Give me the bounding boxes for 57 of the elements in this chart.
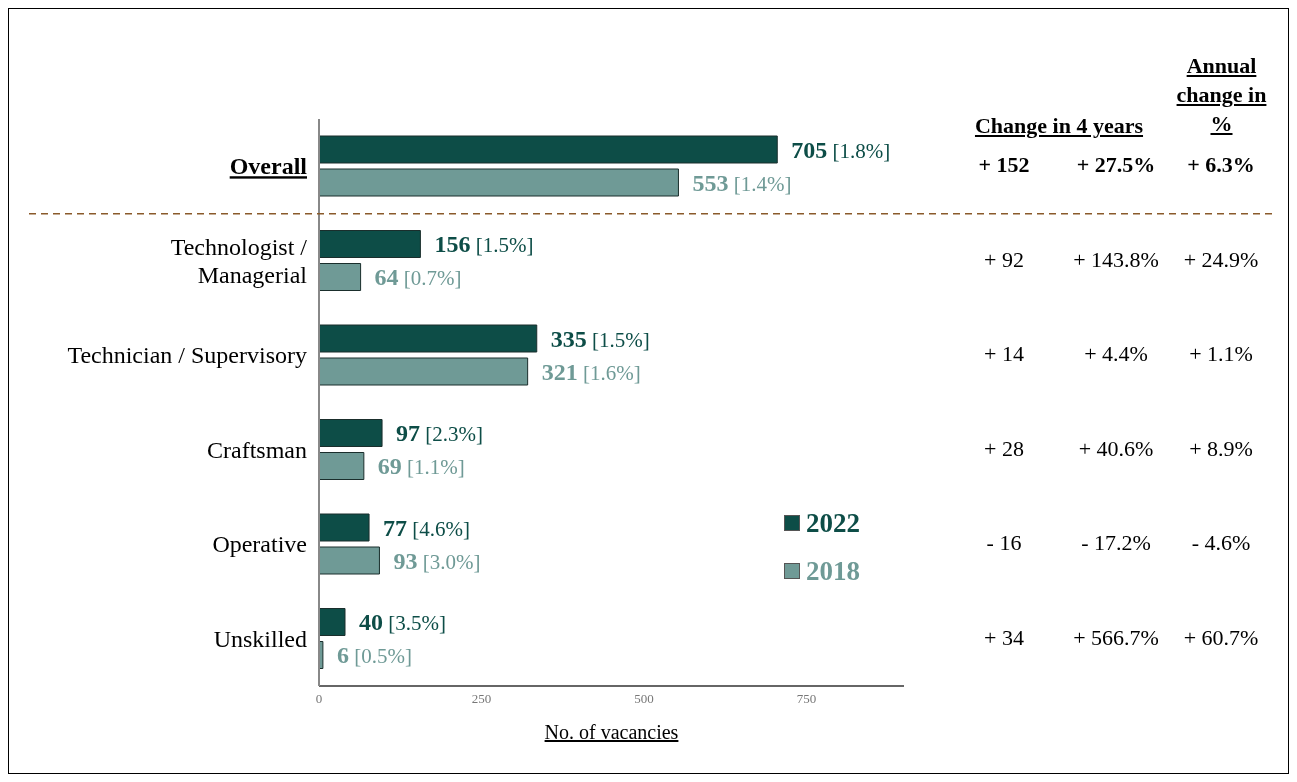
text: - 4.6% [1190, 530, 1252, 557]
y-tick-label: Craftsman [207, 436, 307, 463]
bar [319, 168, 679, 197]
legend-label: 2018 [806, 555, 860, 587]
bar [319, 357, 529, 386]
legend-label: 2022 [806, 507, 860, 539]
text: - 16 [985, 530, 1023, 557]
data-label: 97 [2.3%] [396, 420, 484, 447]
text: + 143.8% [1072, 246, 1160, 273]
text: + 566.7% [1072, 624, 1160, 651]
text: + 152 [977, 152, 1031, 179]
bar [319, 263, 362, 292]
text: + 27.5% [1075, 152, 1157, 179]
bar [319, 546, 380, 575]
data-label: 156 [1.5%] [434, 231, 534, 258]
text: Annual change in % [1175, 52, 1268, 138]
data-label: 6 [0.5%] [336, 642, 412, 669]
text: + 8.9% [1188, 435, 1254, 462]
text: + 14 [983, 341, 1025, 368]
y-tick-label: Operative [212, 531, 307, 558]
text: + 4.4% [1083, 341, 1149, 368]
y-tick-label: Technologist / Managerial [170, 233, 308, 288]
data-label: 705 [1.8%] [791, 136, 891, 163]
bar [319, 419, 383, 448]
data-label: 93 [3.0%] [393, 547, 481, 574]
x-tick-label: 750 [796, 691, 817, 707]
data-label: 64 [0.7%] [374, 264, 462, 291]
bar [319, 452, 365, 481]
data-label: 553 [1.4%] [692, 169, 792, 196]
x-tick-label: 0 [315, 691, 323, 707]
text: Change in 4 years [973, 113, 1145, 139]
x-tick-label: 250 [471, 691, 492, 707]
data-label: 335 [1.5%] [550, 325, 650, 352]
x-axis-title: No. of vacancies [543, 721, 680, 744]
data-label: 69 [1.1%] [377, 453, 465, 480]
text: + 34 [983, 624, 1025, 651]
bar [319, 324, 538, 353]
text: + 1.1% [1188, 341, 1254, 368]
data-label: 77 [4.6%] [383, 514, 471, 541]
bar [319, 230, 421, 259]
bar [319, 641, 324, 670]
data-label: 40 [3.5%] [359, 609, 446, 636]
bar [319, 513, 370, 542]
text: + 92 [983, 246, 1025, 273]
y-tick-label: Technician / Supervisory [67, 342, 307, 369]
text: + 6.3% [1186, 152, 1256, 179]
text: + 28 [983, 435, 1025, 462]
bar [319, 135, 778, 164]
y-tick-label: Unskilled [213, 625, 307, 652]
data-label: 321 [1.6%] [541, 358, 641, 385]
text: - 17.2% [1080, 530, 1152, 557]
bar [319, 608, 346, 637]
text: + 24.9% [1182, 246, 1260, 273]
text: + 40.6% [1077, 435, 1155, 462]
x-tick-label: 500 [634, 691, 654, 707]
text: + 60.7% [1182, 624, 1260, 651]
y-tick-label: Overall [229, 153, 308, 180]
